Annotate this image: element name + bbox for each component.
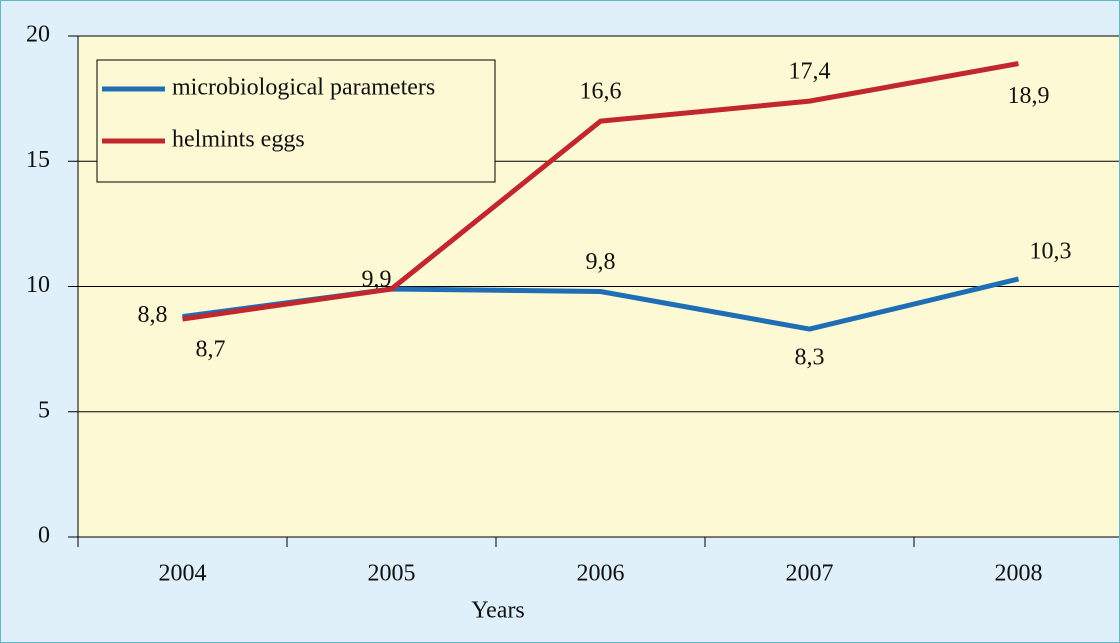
y-tick-label: 20	[26, 22, 50, 48]
x-tick-label: 2008	[995, 561, 1043, 587]
x-tick-label: 2006	[577, 561, 625, 587]
x-tick-label: 2005	[368, 561, 416, 587]
legend-label: helmints eggs	[172, 127, 305, 153]
data-label: 18,9	[1008, 83, 1050, 109]
data-label: 17,4	[789, 59, 831, 85]
legend-box	[96, 59, 496, 183]
x-axis-label: Years	[471, 598, 525, 624]
legend-label: microbiological parameters	[172, 75, 435, 101]
y-tick-label: 0	[38, 523, 50, 549]
data-label: 10,3	[1030, 238, 1072, 264]
series-line	[182, 61, 1019, 322]
data-label: 8,7	[196, 337, 226, 363]
y-tick-label: 10	[26, 272, 50, 298]
data-label: 9,8	[586, 249, 616, 275]
x-tick-label: 2004	[159, 561, 207, 587]
data-label: 16,6	[580, 79, 622, 105]
x-tick-label: 2007	[786, 561, 834, 587]
data-label: 8,3	[795, 345, 825, 371]
y-tick-label: 15	[26, 147, 50, 173]
y-tick-label: 5	[38, 397, 50, 423]
data-label: 8,8	[138, 302, 168, 328]
